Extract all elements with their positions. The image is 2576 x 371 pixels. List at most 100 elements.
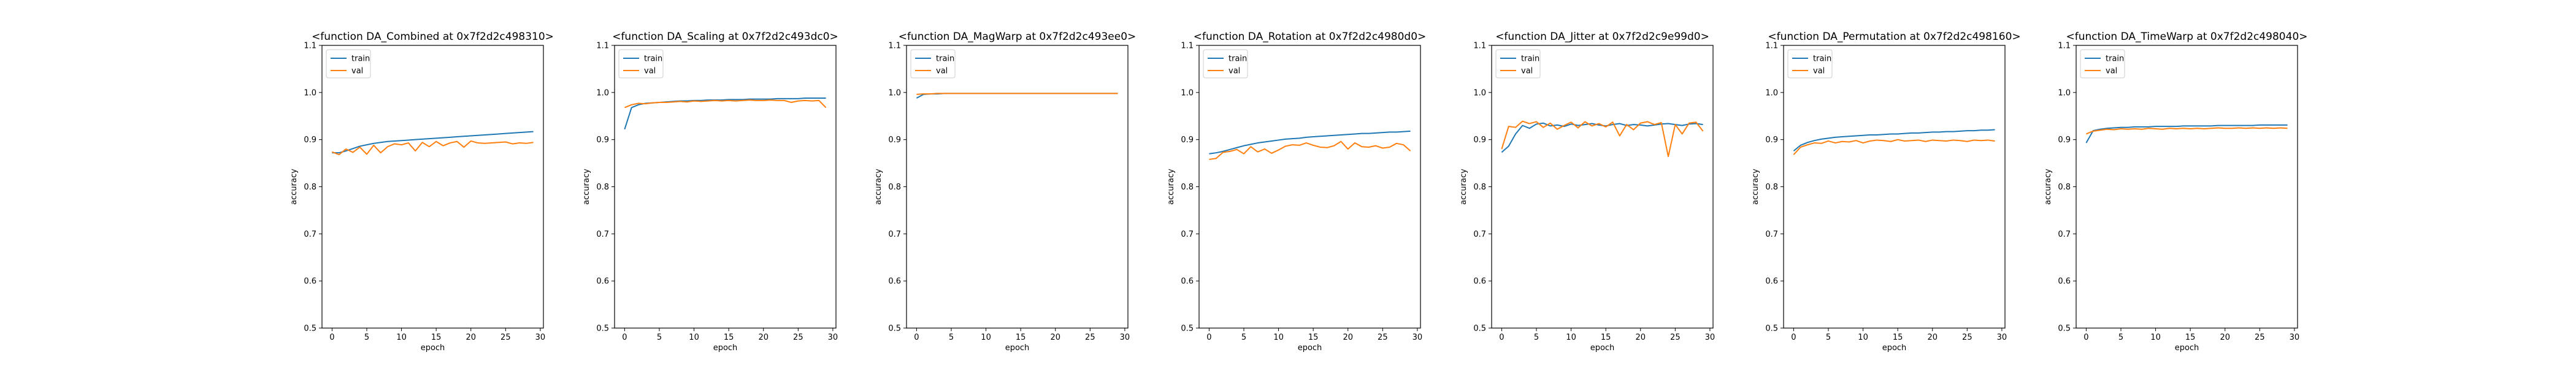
series-line-val xyxy=(2086,127,2288,135)
y-tick-label: 1.1 xyxy=(596,42,609,51)
x-tick-label: 10 xyxy=(981,333,991,342)
x-tick-label: 20 xyxy=(758,333,769,342)
y-axis-label: accuracy xyxy=(2044,169,2053,205)
y-tick-label: 0.7 xyxy=(1765,230,1778,239)
y-tick-label: 0.8 xyxy=(1181,183,1194,192)
x-tick-label: 5 xyxy=(2118,333,2123,342)
x-tick-label: 30 xyxy=(1413,333,1423,342)
x-axis-label: epoch xyxy=(1005,343,1030,353)
y-tick-label: 0.7 xyxy=(596,230,609,239)
series-line-val xyxy=(332,140,534,156)
legend-label-val: val xyxy=(644,67,656,76)
x-tick-label: 15 xyxy=(1308,333,1319,342)
x-tick-label: 20 xyxy=(1050,333,1060,342)
x-tick-label: 30 xyxy=(535,333,546,342)
y-tick-label: 1.0 xyxy=(304,88,316,98)
y-tick-label: 0.9 xyxy=(2058,136,2071,145)
legend: train val xyxy=(1203,49,1248,78)
y-tick-label: 0.9 xyxy=(596,136,609,145)
y-tick-label: 0.6 xyxy=(1765,277,1778,286)
axes-frame xyxy=(321,45,544,329)
chart-panel-6: <function DA_Permutation at 0x7f2d2c4981… xyxy=(1751,31,2021,353)
x-tick-label: 15 xyxy=(1893,333,1903,342)
x-tick-label: 30 xyxy=(1997,333,2007,342)
y-tick-label: 1.1 xyxy=(1181,42,1194,51)
y-axis-label: accuracy xyxy=(874,169,883,205)
x-tick-label: 10 xyxy=(1273,333,1284,342)
legend-label-val: val xyxy=(2106,67,2117,76)
x-tick-label: 15 xyxy=(1016,333,1026,342)
y-tick-label: 1.0 xyxy=(1181,88,1194,98)
x-tick-label: 25 xyxy=(1670,333,1681,342)
legend-label-val: val xyxy=(1521,67,1533,76)
legend-label-train: train xyxy=(1229,55,1247,64)
x-tick-label: 20 xyxy=(466,333,476,342)
legend-label-train: train xyxy=(1521,55,1539,64)
x-tick-label: 0 xyxy=(1791,333,1796,342)
x-tick-label: 5 xyxy=(1826,333,1831,342)
x-tick-label: 5 xyxy=(949,333,954,342)
y-tick-label: 0.8 xyxy=(888,183,901,192)
x-tick-label: 0 xyxy=(1206,333,1211,342)
y-tick-label: 1.1 xyxy=(2058,42,2071,51)
y-tick-label: 0.7 xyxy=(2058,230,2071,239)
y-tick-label: 0.8 xyxy=(1473,183,1486,192)
y-tick-label: 0.9 xyxy=(304,136,316,145)
y-tick-label: 1.0 xyxy=(1473,88,1486,98)
x-tick-label: 25 xyxy=(793,333,803,342)
chart-title: <function DA_Scaling at 0x7f2d2c493dc0> xyxy=(612,31,838,43)
axes-frame xyxy=(614,45,837,329)
y-tick-label: 0.6 xyxy=(304,277,316,286)
chart-panel-1: <function DA_Combined at 0x7f2d2c498310>… xyxy=(289,31,554,353)
series-line-val xyxy=(624,99,827,109)
legend: train val xyxy=(1495,49,1541,78)
legend-label-val: val xyxy=(1813,67,1825,76)
y-tick-label: 1.0 xyxy=(1765,88,1778,98)
x-tick-label: 10 xyxy=(1858,333,1868,342)
y-tick-label: 0.5 xyxy=(304,324,316,334)
chart-title: <function DA_Rotation at 0x7f2d2c4980d0> xyxy=(1194,31,1427,43)
chart-panel-3: <function DA_MagWarp at 0x7f2d2c493ee0> 0… xyxy=(874,31,1136,353)
y-tick-label: 1.1 xyxy=(1473,42,1486,51)
x-tick-label: 10 xyxy=(2150,333,2161,342)
x-tick-label: 15 xyxy=(2185,333,2196,342)
x-tick-label: 5 xyxy=(1241,333,1246,342)
y-tick-label: 0.6 xyxy=(2058,277,2071,286)
y-tick-label: 1.0 xyxy=(2058,88,2071,98)
y-tick-label: 0.8 xyxy=(2058,183,2071,192)
chart-title: <function DA_TimeWarp at 0x7f2d2c498040> xyxy=(2066,31,2307,43)
legend-label-train: train xyxy=(936,55,954,64)
y-tick-label: 0.6 xyxy=(1181,277,1194,286)
x-tick-label: 15 xyxy=(431,333,442,342)
series-line-train xyxy=(916,93,1118,99)
x-tick-label: 10 xyxy=(396,333,407,342)
y-tick-label: 1.1 xyxy=(888,42,901,51)
y-tick-label: 0.6 xyxy=(596,277,609,286)
x-tick-label: 5 xyxy=(1534,333,1539,342)
legend: train val xyxy=(910,49,956,78)
x-tick-label: 30 xyxy=(1120,333,1130,342)
chart-title: <function DA_Combined at 0x7f2d2c498310> xyxy=(312,31,554,43)
x-tick-label: 5 xyxy=(364,333,369,342)
chart-panel-2: <function DA_Scaling at 0x7f2d2c493dc0> 0… xyxy=(582,31,838,353)
chart-panel-5: <function DA_Jitter at 0x7f2d2c9e99d0> 0 5… xyxy=(1459,31,1715,353)
x-tick-label: 0 xyxy=(622,333,627,342)
series-line-val xyxy=(916,93,1118,95)
series-line-train xyxy=(2085,124,2288,143)
x-axis-label: epoch xyxy=(1882,343,1907,353)
legend: train val xyxy=(1787,49,1833,78)
x-tick-label: 20 xyxy=(1343,333,1353,342)
y-tick-label: 0.5 xyxy=(1181,324,1194,334)
axes-frame xyxy=(1491,45,1714,329)
legend: train val xyxy=(326,49,371,78)
y-tick-label: 1.0 xyxy=(596,88,609,98)
legend-label-val: val xyxy=(936,67,948,76)
x-tick-label: 5 xyxy=(657,333,662,342)
legend-label-train: train xyxy=(2106,55,2124,64)
y-tick-label: 0.6 xyxy=(888,277,901,286)
y-tick-label: 0.7 xyxy=(888,230,901,239)
y-tick-label: 0.5 xyxy=(1765,324,1778,334)
y-tick-label: 0.8 xyxy=(596,183,609,192)
y-tick-label: 0.7 xyxy=(1473,230,1486,239)
